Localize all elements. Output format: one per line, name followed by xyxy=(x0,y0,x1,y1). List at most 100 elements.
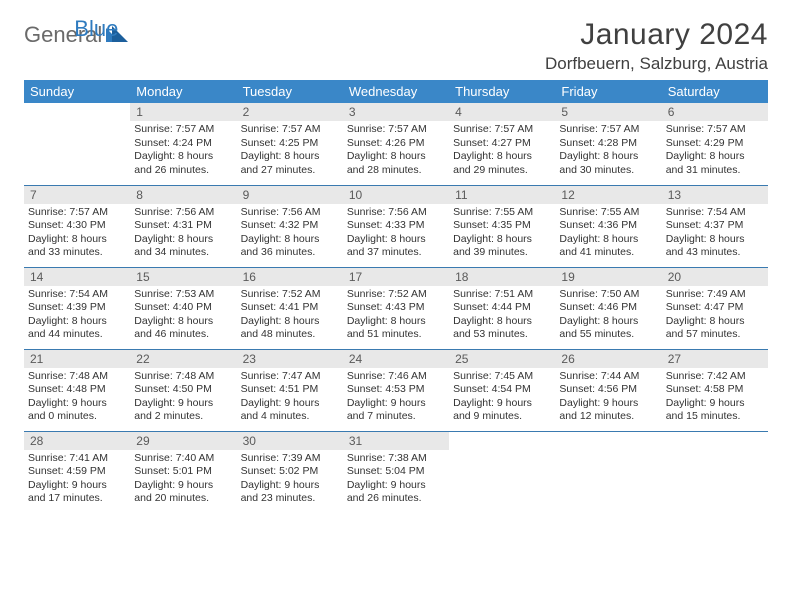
month-title: January 2024 xyxy=(545,18,768,52)
daylight-text: and 30 minutes. xyxy=(559,164,657,178)
sunset-text: Sunset: 5:02 PM xyxy=(241,465,339,479)
sunrise-text: Sunrise: 7:49 AM xyxy=(666,288,764,302)
day-number: 7 xyxy=(24,186,130,204)
day-data: Sunrise: 7:45 AMSunset: 4:54 PMDaylight:… xyxy=(449,368,555,429)
sunrise-text: Sunrise: 7:41 AM xyxy=(28,452,126,466)
daylight-text: Daylight: 8 hours xyxy=(134,315,232,329)
calendar-cell: 3Sunrise: 7:57 AMSunset: 4:26 PMDaylight… xyxy=(343,103,449,185)
day-data: Sunrise: 7:38 AMSunset: 5:04 PMDaylight:… xyxy=(343,450,449,511)
daylight-text: Daylight: 9 hours xyxy=(28,479,126,493)
calendar-cell: 28 Sunrise: 7:41 AMSunset: 4:59 PMDayligh… xyxy=(24,431,130,513)
daylight-text: Daylight: 8 hours xyxy=(559,315,657,329)
daylight-text: Daylight: 8 hours xyxy=(666,315,764,329)
sunrise-text: Sunrise: 7:50 AM xyxy=(559,288,657,302)
sunrise-text: Sunrise: 7:39 AM xyxy=(241,452,339,466)
sunrise-text: Sunrise: 7:47 AM xyxy=(241,370,339,384)
daylight-text: Daylight: 8 hours xyxy=(28,315,126,329)
sunset-text: Sunset: 4:59 PM xyxy=(28,465,126,479)
day-data: Sunrise: 7:51 AMSunset: 4:44 PMDaylight:… xyxy=(449,286,555,347)
sunrise-text: Sunrise: 7:45 AM xyxy=(453,370,551,384)
sunset-text: Sunset: 5:04 PM xyxy=(347,465,445,479)
sunset-text: Sunset: 4:54 PM xyxy=(453,383,551,397)
sunrise-text: Sunrise: 7:56 AM xyxy=(134,206,232,220)
daylight-text: Daylight: 8 hours xyxy=(559,150,657,164)
daylight-text: Daylight: 8 hours xyxy=(559,233,657,247)
weekday-header: Saturday xyxy=(662,80,768,103)
calendar-cell: 24Sunrise: 7:46 AMSunset: 4:53 PMDayligh… xyxy=(343,349,449,431)
sunset-text: Sunset: 4:37 PM xyxy=(666,219,764,233)
day-number: 17 xyxy=(343,268,449,286)
calendar-head: Sunday Monday Tuesday Wednesday Thursday… xyxy=(24,80,768,103)
day-data: Sunrise: 7:40 AMSunset: 5:01 PMDaylight:… xyxy=(130,450,236,511)
day-data: Sunrise: 7:56 AMSunset: 4:33 PMDaylight:… xyxy=(343,204,449,265)
calendar-cell xyxy=(555,431,661,513)
daylight-text: and 4 minutes. xyxy=(241,410,339,424)
calendar-cell: 4Sunrise: 7:57 AMSunset: 4:27 PMDaylight… xyxy=(449,103,555,185)
sunset-text: Sunset: 4:29 PM xyxy=(666,137,764,151)
day-number: 12 xyxy=(555,186,661,204)
calendar-cell: 9Sunrise: 7:56 AMSunset: 4:32 PMDaylight… xyxy=(237,185,343,267)
calendar-cell: 2Sunrise: 7:57 AMSunset: 4:25 PMDaylight… xyxy=(237,103,343,185)
calendar-cell: 22Sunrise: 7:48 AMSunset: 4:50 PMDayligh… xyxy=(130,349,236,431)
day-data: Sunrise: 7:57 AMSunset: 4:30 PMDaylight:… xyxy=(24,204,130,265)
sunrise-text: Sunrise: 7:57 AM xyxy=(666,123,764,137)
calendar-row: 14Sunrise: 7:54 AMSunset: 4:39 PMDayligh… xyxy=(24,267,768,349)
calendar-cell: 12Sunrise: 7:55 AMSunset: 4:36 PMDayligh… xyxy=(555,185,661,267)
day-number: 28 xyxy=(24,432,130,450)
day-number: 6 xyxy=(662,103,768,121)
day-data: Sunrise: 7:49 AMSunset: 4:47 PMDaylight:… xyxy=(662,286,768,347)
daylight-text: and 29 minutes. xyxy=(453,164,551,178)
sunset-text: Sunset: 4:51 PM xyxy=(241,383,339,397)
day-number: 27 xyxy=(662,350,768,368)
daylight-text: and 0 minutes. xyxy=(28,410,126,424)
day-data: Sunrise: 7:47 AMSunset: 4:51 PMDaylight:… xyxy=(237,368,343,429)
calendar-cell: 18Sunrise: 7:51 AMSunset: 4:44 PMDayligh… xyxy=(449,267,555,349)
calendar-cell xyxy=(24,103,130,185)
calendar-cell: 7Sunrise: 7:57 AMSunset: 4:30 PMDaylight… xyxy=(24,185,130,267)
daylight-text: Daylight: 9 hours xyxy=(347,397,445,411)
day-number: 23 xyxy=(237,350,343,368)
daylight-text: and 2 minutes. xyxy=(134,410,232,424)
calendar-cell: 21Sunrise: 7:48 AMSunset: 4:48 PMDayligh… xyxy=(24,349,130,431)
day-data: Sunrise: 7:56 AMSunset: 4:31 PMDaylight:… xyxy=(130,204,236,265)
daylight-text: Daylight: 9 hours xyxy=(347,479,445,493)
calendar-row: 21Sunrise: 7:48 AMSunset: 4:48 PMDayligh… xyxy=(24,349,768,431)
calendar-cell: 15Sunrise: 7:53 AMSunset: 4:40 PMDayligh… xyxy=(130,267,236,349)
calendar-cell xyxy=(449,431,555,513)
sunset-text: Sunset: 4:35 PM xyxy=(453,219,551,233)
sunrise-text: Sunrise: 7:56 AM xyxy=(241,206,339,220)
sunrise-text: Sunrise: 7:48 AM xyxy=(134,370,232,384)
daylight-text: Daylight: 9 hours xyxy=(241,479,339,493)
day-number: 8 xyxy=(130,186,236,204)
day-data: Sunrise: 7:39 AMSunset: 5:02 PMDaylight:… xyxy=(237,450,343,511)
day-number: 19 xyxy=(555,268,661,286)
daylight-text: Daylight: 8 hours xyxy=(241,233,339,247)
day-data: Sunrise: 7:53 AMSunset: 4:40 PMDaylight:… xyxy=(130,286,236,347)
sunset-text: Sunset: 4:50 PM xyxy=(134,383,232,397)
daylight-text: Daylight: 8 hours xyxy=(347,150,445,164)
daylight-text: and 12 minutes. xyxy=(559,410,657,424)
sunset-text: Sunset: 4:24 PM xyxy=(134,137,232,151)
daylight-text: and 33 minutes. xyxy=(28,246,126,260)
calendar-cell xyxy=(662,431,768,513)
sunrise-text: Sunrise: 7:55 AM xyxy=(559,206,657,220)
sunset-text: Sunset: 4:56 PM xyxy=(559,383,657,397)
daylight-text: and 51 minutes. xyxy=(347,328,445,342)
sunrise-text: Sunrise: 7:46 AM xyxy=(347,370,445,384)
day-number: 20 xyxy=(662,268,768,286)
calendar-cell: 6Sunrise: 7:57 AMSunset: 4:29 PMDaylight… xyxy=(662,103,768,185)
sunset-text: Sunset: 4:43 PM xyxy=(347,301,445,315)
daylight-text: and 55 minutes. xyxy=(559,328,657,342)
daylight-text: and 23 minutes. xyxy=(241,492,339,506)
daylight-text: Daylight: 8 hours xyxy=(347,233,445,247)
daylight-text: and 20 minutes. xyxy=(134,492,232,506)
day-number: 29 xyxy=(130,432,236,450)
weekday-header: Thursday xyxy=(449,80,555,103)
daylight-text: and 43 minutes. xyxy=(666,246,764,260)
calendar-cell: 29Sunrise: 7:40 AMSunset: 5:01 PMDayligh… xyxy=(130,431,236,513)
daylight-text: and 9 minutes. xyxy=(453,410,551,424)
sunset-text: Sunset: 4:32 PM xyxy=(241,219,339,233)
sunrise-text: Sunrise: 7:52 AM xyxy=(347,288,445,302)
daylight-text: and 46 minutes. xyxy=(134,328,232,342)
daylight-text: Daylight: 8 hours xyxy=(453,150,551,164)
